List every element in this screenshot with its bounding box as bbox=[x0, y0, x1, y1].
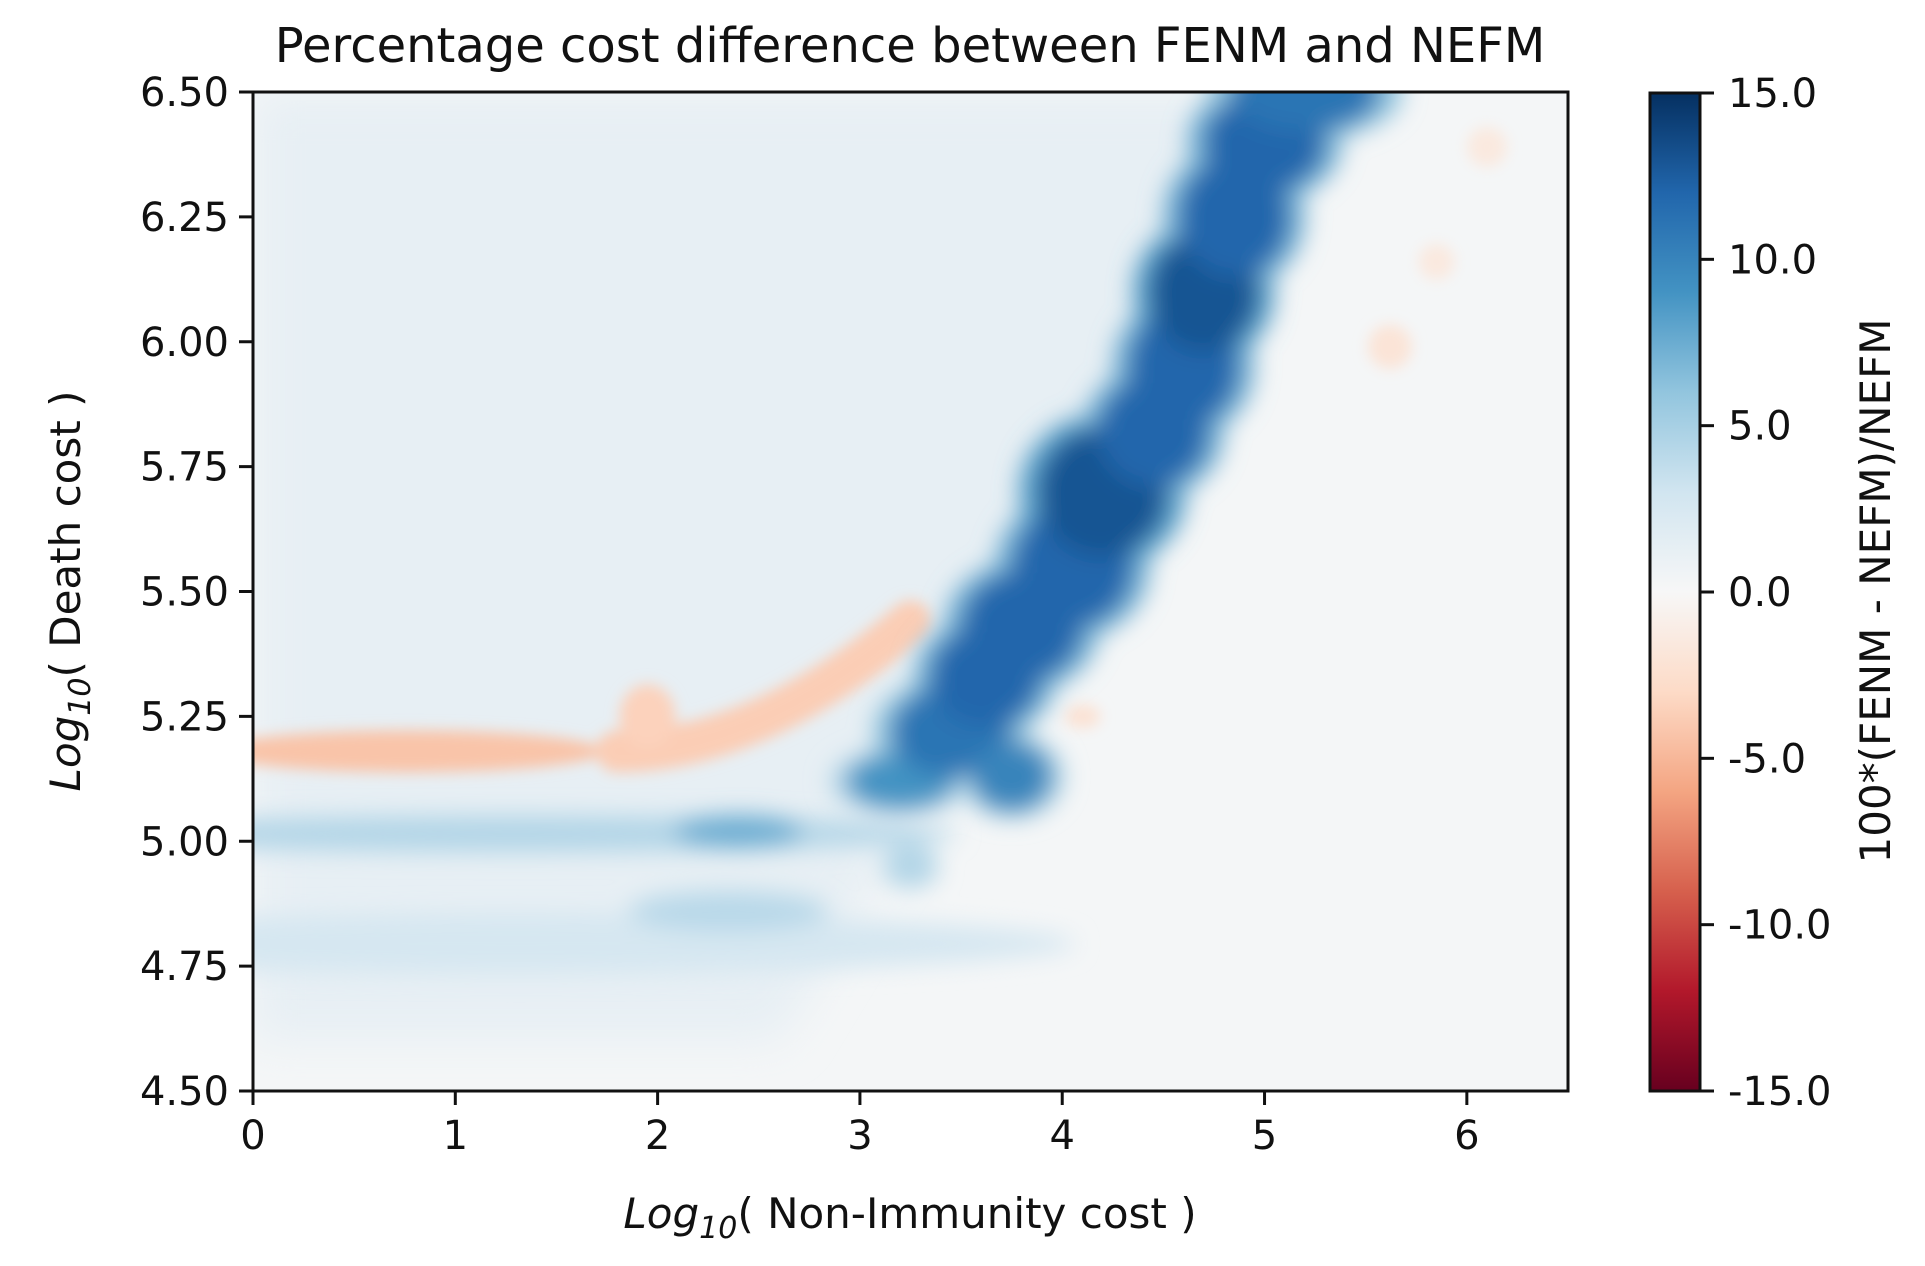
colorbar bbox=[1650, 93, 1700, 1091]
y-axis-label-rest: ( Death cost ) bbox=[41, 391, 90, 678]
colorbar-tick-label: 0.0 bbox=[1728, 570, 1792, 616]
x-axis-label-subscript: 10 bbox=[699, 1211, 737, 1246]
colorbar-tick-label: 5.0 bbox=[1728, 404, 1792, 450]
heatmap-negative-bands bbox=[253, 126, 1508, 773]
ridge-core-12 bbox=[1230, 92, 1380, 132]
curve-negative bbox=[596, 600, 932, 773]
strip-480 bbox=[253, 913, 1076, 974]
ridge-core-3 bbox=[971, 741, 1052, 812]
y-tick-label: 5.00 bbox=[140, 819, 229, 865]
blob-negative-1 bbox=[619, 684, 676, 749]
x-axis-label-rest: ( Non-Immunity cost ) bbox=[737, 1189, 1196, 1238]
y-axis-label-subscript: 10 bbox=[63, 678, 98, 716]
x-tick-label: 1 bbox=[443, 1113, 468, 1159]
x-tick-label: 5 bbox=[1252, 1113, 1277, 1159]
heatmap-region-light bbox=[253, 92, 1305, 1042]
x-tick-label: 6 bbox=[1454, 1113, 1479, 1159]
y-tick-label: 4.75 bbox=[140, 944, 229, 990]
colorbar-tick-label: 15.0 bbox=[1728, 71, 1817, 117]
strip-486 bbox=[628, 891, 829, 932]
y-tick-label: 5.50 bbox=[140, 570, 229, 616]
spot-negative-b bbox=[1367, 324, 1412, 369]
y-axis-ticks: 4.50 4.75 5.00 5.25 5.50 5.75 6.00 6.25 6.50 bbox=[140, 70, 253, 1115]
colorbar-label: 100*(FENM - NEFM)/NEFM bbox=[1851, 319, 1900, 864]
colorbar-tick-label: -5.0 bbox=[1728, 736, 1806, 782]
chart-title: Percentage cost difference between FENM … bbox=[275, 18, 1546, 74]
y-tick-label: 5.25 bbox=[140, 694, 229, 740]
heatmap-positive-strips bbox=[253, 815, 1076, 974]
y-axis-label: Log10( Death cost ) bbox=[41, 391, 98, 792]
x-tick-label: 2 bbox=[645, 1113, 670, 1159]
x-axis-label-prefix: Log bbox=[623, 1189, 699, 1238]
y-axis-label-prefix: Log bbox=[41, 716, 90, 792]
y-tick-label: 6.50 bbox=[140, 70, 229, 116]
x-tick-label: 0 bbox=[240, 1113, 265, 1159]
y-tick-label: 6.00 bbox=[140, 320, 229, 366]
band-518 bbox=[253, 730, 604, 773]
colorbar-tick-label: -10.0 bbox=[1728, 903, 1832, 949]
y-tick-label: 5.75 bbox=[140, 445, 229, 491]
x-axis-ticks: 0 1 2 3 4 5 6 bbox=[240, 1091, 1480, 1159]
spot-negative-a bbox=[1064, 704, 1101, 729]
spot-negative-d bbox=[1467, 126, 1508, 167]
x-tick-label: 4 bbox=[1050, 1113, 1075, 1159]
colorbar-ticks: 15.0 10.0 5.0 0.0 -5.0 -10.0 -15.0 bbox=[1700, 71, 1832, 1115]
x-tick-label: 3 bbox=[847, 1113, 872, 1159]
y-tick-label: 6.25 bbox=[140, 195, 229, 241]
blob-495 bbox=[882, 844, 939, 889]
heatmap-positive-ridge bbox=[828, 92, 1403, 819]
heatmap-region-upper-left bbox=[253, 92, 1305, 1042]
colorbar-tick-label: -15.0 bbox=[1728, 1069, 1832, 1115]
spot-negative-c bbox=[1418, 243, 1455, 280]
x-axis-label: Log10( Non-Immunity cost ) bbox=[623, 1189, 1196, 1246]
y-tick-label: 4.50 bbox=[140, 1069, 229, 1115]
strip-500-end bbox=[673, 815, 804, 848]
colorbar-tick-label: 10.0 bbox=[1728, 237, 1817, 283]
heatmap bbox=[253, 92, 1568, 1091]
